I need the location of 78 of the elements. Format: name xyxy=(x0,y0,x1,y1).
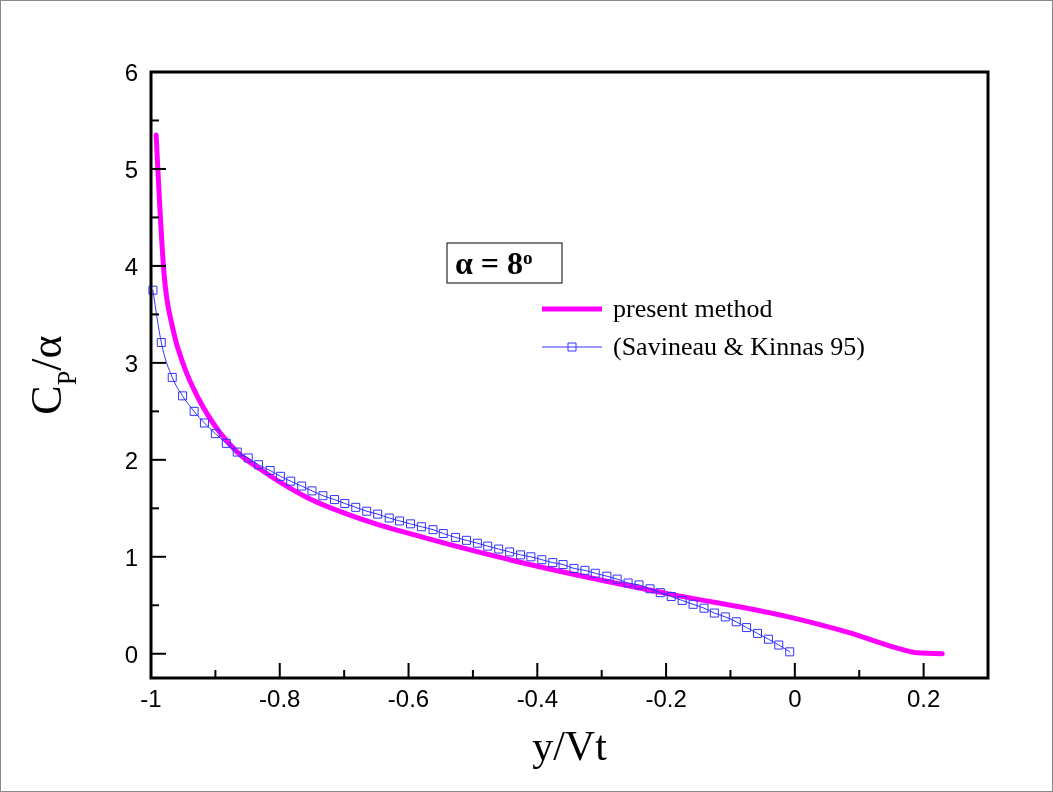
point xyxy=(494,544,504,554)
point xyxy=(483,541,493,551)
y-tick-label: 5 xyxy=(124,155,138,183)
point xyxy=(753,628,762,638)
point xyxy=(655,588,665,598)
point xyxy=(156,338,166,348)
x-tick-label: -1 xyxy=(140,685,162,712)
point xyxy=(774,640,784,650)
point xyxy=(785,647,795,657)
point xyxy=(623,578,633,588)
point xyxy=(548,558,558,568)
point xyxy=(395,516,405,526)
point xyxy=(340,498,350,508)
legend-title: α = 8$^{o}$ xyxy=(455,245,533,281)
x-tick-label: 0.2 xyxy=(906,685,941,712)
x-tick-label: -0.2 xyxy=(645,685,687,712)
point xyxy=(699,603,709,613)
point xyxy=(590,568,600,578)
point xyxy=(297,481,307,491)
point xyxy=(199,418,209,428)
point xyxy=(580,565,590,575)
point xyxy=(405,519,415,529)
y-tick-label: 0 xyxy=(124,640,138,668)
point xyxy=(666,592,676,602)
x-tick-label: -0.6 xyxy=(387,685,430,712)
point xyxy=(558,560,568,570)
point xyxy=(451,532,461,542)
x-tick-label: 0 xyxy=(788,685,802,712)
legend-label: (Savineau & Kinnas 95) xyxy=(613,332,866,361)
point xyxy=(461,535,471,545)
point xyxy=(763,634,773,644)
point xyxy=(362,506,372,516)
point xyxy=(516,550,526,560)
x-tick-label: -0.8 xyxy=(259,685,301,712)
point xyxy=(232,447,242,457)
point xyxy=(416,522,426,532)
point xyxy=(634,580,644,590)
y-tick-label: 3 xyxy=(124,349,138,377)
point xyxy=(384,513,394,523)
point xyxy=(221,438,231,448)
point xyxy=(189,406,199,416)
point xyxy=(351,502,361,512)
point xyxy=(428,525,438,535)
point xyxy=(243,453,253,463)
point xyxy=(438,529,448,539)
point xyxy=(148,285,158,295)
point xyxy=(505,547,515,557)
point xyxy=(677,595,687,605)
point xyxy=(537,555,547,565)
point xyxy=(688,599,698,609)
point xyxy=(265,466,275,476)
y-tick-label: 4 xyxy=(124,252,138,280)
point xyxy=(167,372,177,382)
point xyxy=(526,552,536,562)
point xyxy=(645,584,655,594)
point xyxy=(307,486,317,496)
y-tick-label: 2 xyxy=(124,446,138,474)
legend-label: present method xyxy=(613,294,773,323)
point xyxy=(602,571,612,581)
point xyxy=(709,608,719,618)
point xyxy=(720,612,730,622)
point xyxy=(742,623,752,633)
point xyxy=(569,563,579,573)
x-tick-label: -0.4 xyxy=(516,685,558,712)
point xyxy=(373,509,383,519)
point xyxy=(254,460,264,470)
y-tick-label: 1 xyxy=(124,543,138,571)
point xyxy=(210,429,220,439)
point xyxy=(275,471,285,481)
point xyxy=(612,574,622,584)
point xyxy=(286,476,296,486)
x-axis-title: y/Vt xyxy=(532,723,608,769)
point xyxy=(330,495,339,505)
point xyxy=(178,391,188,401)
point xyxy=(318,491,328,501)
point xyxy=(731,617,741,627)
y-tick-label: 6 xyxy=(124,59,138,86)
point xyxy=(472,538,482,548)
